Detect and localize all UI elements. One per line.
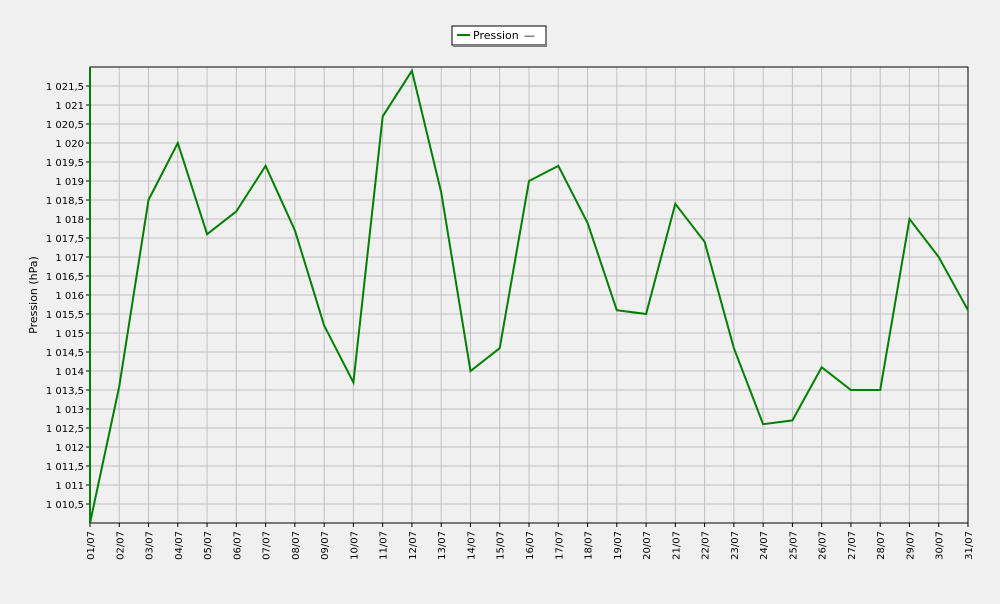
y-axis-label: Pression (hPa) bbox=[27, 256, 40, 334]
y-tick-label: 1 014,5 bbox=[46, 348, 84, 359]
y-tick-label: 1 015,5 bbox=[46, 310, 84, 321]
y-tick-label: 1 020,5 bbox=[46, 120, 84, 131]
y-tick-label: 1 012 bbox=[55, 443, 84, 454]
data-point bbox=[967, 309, 969, 311]
x-tick-label: 18/07 bbox=[584, 531, 595, 560]
y-tick-label: 1 020 bbox=[55, 139, 84, 150]
x-tick-label: 28/07 bbox=[876, 531, 887, 560]
y-tick-label: 1 018,5 bbox=[46, 196, 84, 207]
data-point bbox=[645, 313, 647, 315]
data-point bbox=[177, 142, 179, 144]
y-tick-label: 1 012,5 bbox=[46, 424, 84, 435]
x-tick-label: 09/07 bbox=[320, 531, 331, 560]
x-tick-label: 16/07 bbox=[525, 531, 536, 560]
data-point bbox=[938, 256, 940, 258]
y-tick-label: 1 016,5 bbox=[46, 272, 84, 283]
x-tick-label: 14/07 bbox=[466, 531, 477, 560]
x-tick-label: 15/07 bbox=[496, 531, 507, 560]
data-point bbox=[148, 199, 150, 201]
x-tick-labels: 01/07 02/07 03/07 04/07 05/07 06/07 07/07 08/07… bbox=[86, 531, 975, 560]
x-tick-label: 07/07 bbox=[262, 531, 273, 560]
x-tick-label: 22/07 bbox=[701, 531, 712, 560]
y-tick-label: 1 015 bbox=[55, 329, 84, 340]
data-point bbox=[616, 309, 618, 311]
data-point bbox=[879, 389, 881, 391]
x-tick-label: 27/07 bbox=[847, 531, 858, 560]
data-point bbox=[323, 324, 325, 326]
x-tick-label: 06/07 bbox=[232, 531, 243, 560]
y-tick-label: 1 014 bbox=[55, 367, 84, 378]
legend-marker-symbol: — bbox=[524, 29, 535, 42]
data-point bbox=[791, 419, 793, 421]
x-tick-label: 01/07 bbox=[86, 531, 97, 560]
x-tick-label: 12/07 bbox=[408, 531, 419, 560]
data-point bbox=[382, 115, 384, 117]
y-tick-label: 1 017 bbox=[55, 253, 84, 264]
data-point bbox=[469, 370, 471, 372]
data-point bbox=[557, 165, 559, 167]
x-tick-label: 02/07 bbox=[115, 531, 126, 560]
y-tick-label: 1 013 bbox=[55, 405, 84, 416]
legend-label-pression: Pression bbox=[473, 29, 519, 42]
series-line-pression bbox=[89, 68, 969, 524]
data-point bbox=[440, 191, 442, 193]
grid-lines bbox=[89, 67, 969, 523]
data-point bbox=[762, 423, 764, 425]
axes bbox=[86, 66, 969, 527]
series bbox=[89, 68, 969, 524]
data-point bbox=[908, 218, 910, 220]
y-tick-label: 1 021 bbox=[55, 101, 84, 112]
data-point bbox=[206, 233, 208, 235]
y-tick-label: 1 018 bbox=[55, 215, 84, 226]
data-point bbox=[704, 241, 706, 243]
x-tick-label: 26/07 bbox=[818, 531, 829, 560]
x-tick-label: 31/07 bbox=[964, 531, 975, 560]
y-tick-label: 1 021,5 bbox=[46, 82, 84, 93]
data-point bbox=[733, 347, 735, 349]
y-tick-labels: 1 010,5 1 011 1 011,5 1 012 1 012,5 1 013 1 01… bbox=[46, 82, 84, 511]
data-point bbox=[235, 210, 237, 212]
data-point bbox=[528, 180, 530, 182]
y-tick-label: 1 011 bbox=[55, 481, 84, 492]
x-tick-label: 21/07 bbox=[671, 531, 682, 560]
x-tick-label: 20/07 bbox=[642, 531, 653, 560]
x-tick-label: 03/07 bbox=[145, 531, 156, 560]
data-point bbox=[352, 381, 354, 383]
x-tick-label: 05/07 bbox=[203, 531, 214, 560]
data-point bbox=[118, 385, 120, 387]
x-tick-label: 30/07 bbox=[935, 531, 946, 560]
x-tick-label: 19/07 bbox=[613, 531, 624, 560]
data-point bbox=[89, 522, 91, 524]
x-tick-label: 11/07 bbox=[379, 531, 390, 560]
y-tick-label: 1 019,5 bbox=[46, 158, 84, 169]
data-point bbox=[499, 347, 501, 349]
data-point bbox=[674, 203, 676, 205]
data-point bbox=[265, 165, 267, 167]
y-tick-label: 1 016 bbox=[55, 291, 84, 302]
x-tick-label: 04/07 bbox=[174, 531, 185, 560]
y-tick-label: 1 017,5 bbox=[46, 234, 84, 245]
y-tick-label: 1 013,5 bbox=[46, 386, 84, 397]
data-point bbox=[821, 366, 823, 368]
y-tick-label: 1 019 bbox=[55, 177, 84, 188]
x-tick-label: 10/07 bbox=[349, 531, 360, 560]
x-tick-label: 25/07 bbox=[788, 531, 799, 560]
x-tick-label: 13/07 bbox=[437, 531, 448, 560]
data-point bbox=[294, 229, 296, 231]
x-tick-label: 23/07 bbox=[730, 531, 741, 560]
data-point bbox=[587, 222, 589, 224]
data-point bbox=[411, 70, 413, 72]
x-tick-label: 29/07 bbox=[905, 531, 916, 560]
y-tick-label: 1 010,5 bbox=[46, 500, 84, 511]
y-tick-label: 1 011,5 bbox=[46, 462, 84, 473]
x-tick-label: 24/07 bbox=[759, 531, 770, 560]
x-tick-label: 17/07 bbox=[554, 531, 565, 560]
legend[interactable]: Pression — bbox=[451, 25, 547, 47]
x-tick-label: 08/07 bbox=[291, 531, 302, 560]
data-point bbox=[850, 389, 852, 391]
